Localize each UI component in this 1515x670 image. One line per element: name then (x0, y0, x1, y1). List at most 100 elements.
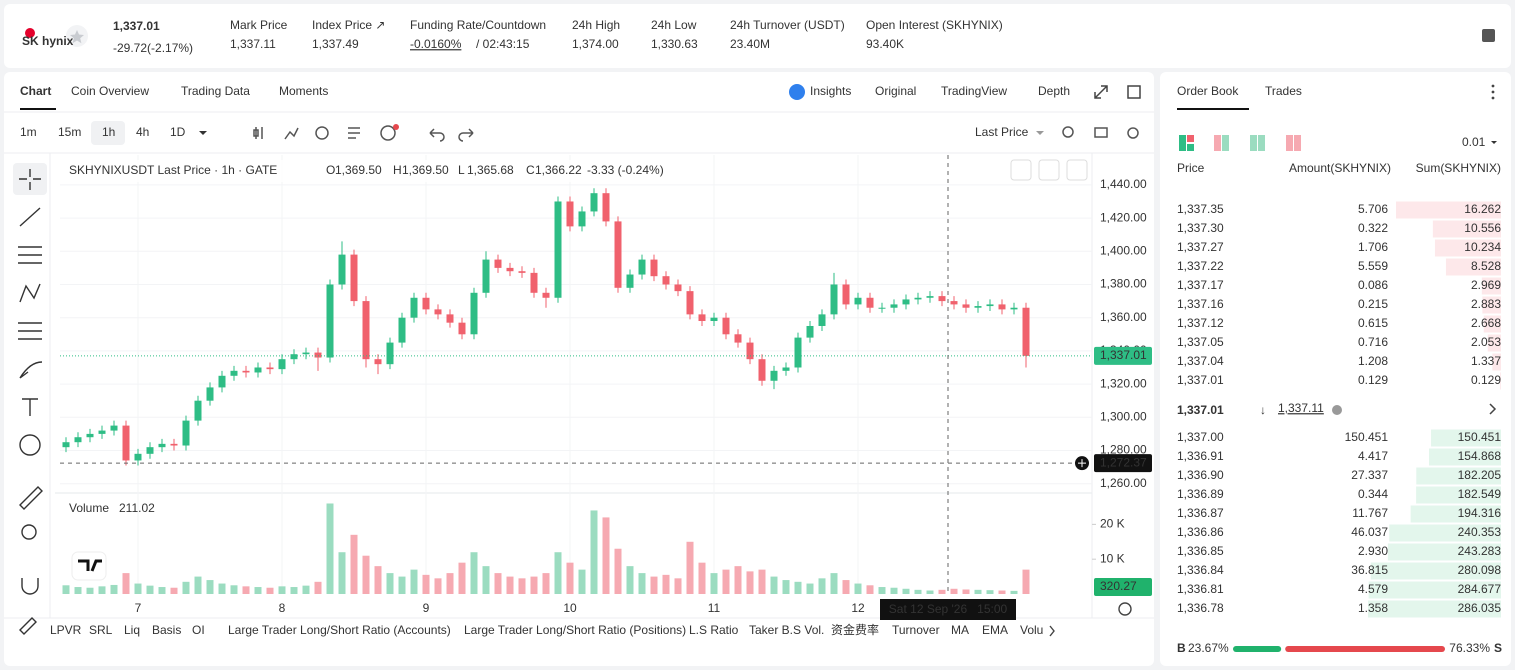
chart-tab[interactable]: Chart (20, 84, 51, 98)
volume-bar (254, 587, 262, 594)
ruler-tool[interactable] (19, 486, 43, 510)
ob-sum: 182.549 (1458, 487, 1502, 501)
add-icon[interactable] (380, 125, 396, 141)
undo-icon[interactable] (429, 128, 445, 142)
pencil-tool[interactable] (19, 617, 37, 635)
candle-body (902, 299, 910, 305)
indicator-item[interactable]: EMA (982, 623, 1008, 637)
crosshair-tool[interactable] (19, 169, 41, 190)
settings-icon[interactable] (1127, 127, 1139, 139)
depth-bar (1368, 600, 1501, 618)
indicator-item[interactable]: L.S Ratio (689, 623, 739, 637)
indicator-item[interactable]: 资金费率 (831, 622, 879, 637)
indicator-item[interactable]: Turnover (892, 623, 940, 637)
dropdown-icon[interactable] (1036, 131, 1044, 135)
line-tool[interactable] (19, 207, 41, 227)
ohlc-value: 1,369.50 (402, 163, 449, 177)
indicator-item[interactable]: Large Trader Long/Short Ratio (Positions… (464, 623, 686, 637)
ob-sum: 2.053 (1471, 335, 1501, 349)
ob-amount: 11.767 (1352, 506, 1388, 520)
ob-amount: 46.037 (1351, 525, 1388, 539)
candle-body (566, 201, 574, 227)
interval[interactable]: 1D (170, 125, 186, 139)
chart-button[interactable] (1066, 159, 1088, 181)
interval[interactable]: 4h (136, 125, 149, 139)
chevron[interactable] (1489, 403, 1497, 415)
chart-tab[interactable]: Trading Data (181, 84, 250, 98)
dropdown-icon[interactable] (1491, 141, 1497, 144)
candle-body (590, 193, 598, 212)
ob-sum: 2.668 (1471, 316, 1501, 330)
chart-settings[interactable] (1118, 602, 1132, 616)
camera-icon[interactable] (1094, 127, 1108, 138)
view-tab[interactable]: Insights (810, 84, 851, 98)
scroll-right[interactable] (1049, 625, 1055, 637)
view-tab[interactable]: Original (875, 84, 916, 98)
zoom-tool[interactable] (21, 524, 37, 540)
indicator-item[interactable]: Volu (1020, 623, 1043, 637)
brush-tool[interactable] (19, 361, 43, 379)
volume-bar (698, 562, 706, 594)
window-icon[interactable] (1127, 85, 1141, 99)
indicator-icon[interactable] (284, 127, 299, 140)
x-tick-label: 9 (423, 601, 430, 615)
ob-amount: 5.559 (1358, 259, 1388, 273)
interval[interactable]: 1h (102, 125, 115, 139)
layout-asks[interactable] (1214, 135, 1221, 151)
fib-tool[interactable] (18, 322, 42, 340)
indicator-item[interactable]: LPVR (50, 623, 82, 637)
indicator-item[interactable]: Large Trader Long/Short Ratio (Accounts) (228, 623, 451, 637)
stat-label: Mark Price (230, 18, 288, 32)
price-change: -29.72(-2.17%) (113, 41, 193, 55)
view-tab[interactable]: TradingView (941, 84, 1007, 98)
emoji-tool[interactable] (19, 434, 41, 456)
volume-bar (458, 562, 466, 594)
candle-body (674, 284, 682, 292)
pattern-tool[interactable] (19, 283, 41, 303)
indicator-item[interactable]: OI (192, 623, 205, 637)
ob-price: 1,337.04 (1177, 354, 1224, 368)
chart-tab[interactable]: Coin Overview (71, 84, 149, 98)
dots-menu[interactable] (1491, 84, 1495, 100)
crosshair-time: Sat 12 Sep '26 15:00 (889, 602, 1008, 616)
text-tool[interactable] (22, 398, 38, 416)
price-source[interactable]: Last Price (975, 125, 1029, 139)
interval[interactable]: 1m (20, 125, 37, 139)
chart-button[interactable] (1010, 159, 1032, 181)
candle-body (242, 370, 250, 373)
x-tick-label: 10 (563, 601, 577, 615)
redo-icon[interactable] (458, 128, 474, 142)
search-icon[interactable] (1062, 126, 1074, 138)
layout-both[interactable] (1179, 135, 1186, 151)
expand-icon[interactable] (1094, 85, 1108, 99)
precision[interactable]: 0.01 (1462, 135, 1486, 149)
indicator-item[interactable]: Liq (124, 623, 140, 637)
chart-tab[interactable]: Moments (279, 84, 328, 98)
layout-both (1187, 135, 1194, 142)
indicator-item[interactable]: Basis (152, 623, 181, 637)
indicator-item[interactable]: SRL (89, 623, 113, 637)
magnet-tool[interactable] (21, 578, 39, 595)
dropdown-icon[interactable] (199, 131, 207, 135)
view-tab[interactable]: Depth (1038, 84, 1070, 98)
layout-bids[interactable] (1250, 135, 1257, 151)
template-icon[interactable] (348, 127, 360, 139)
indicator-item[interactable]: Taker B.S Vol. (749, 623, 824, 637)
ob-sum: 280.098 (1458, 563, 1502, 577)
dot (1491, 90, 1495, 94)
channel-tool[interactable] (18, 246, 42, 264)
candle-body (530, 272, 538, 293)
ob-sum: 182.205 (1458, 468, 1502, 482)
candle-body (1022, 307, 1030, 356)
indicator-item[interactable]: MA (951, 623, 969, 637)
orderbook-tab[interactable]: Trades (1265, 84, 1302, 98)
chart-legend-title: SKHYNIXUSDT Last Price · 1h · GATE (69, 163, 277, 177)
orderbook-tab[interactable]: Order Book (1177, 84, 1239, 98)
menu-icon[interactable] (1482, 29, 1495, 42)
replay-icon[interactable] (315, 126, 329, 140)
candle-type-icon[interactable] (253, 127, 263, 139)
depth-bar (1368, 581, 1501, 599)
interval[interactable]: 15m (58, 125, 81, 139)
chart-button[interactable] (1038, 159, 1060, 181)
layout-sells[interactable] (1286, 135, 1293, 151)
